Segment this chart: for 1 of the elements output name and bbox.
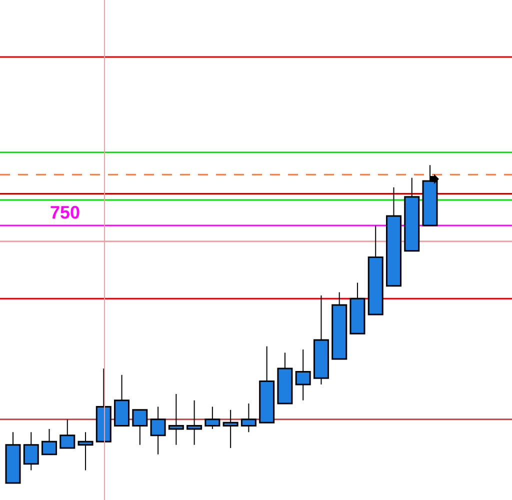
- annotation: 750: [50, 202, 80, 222]
